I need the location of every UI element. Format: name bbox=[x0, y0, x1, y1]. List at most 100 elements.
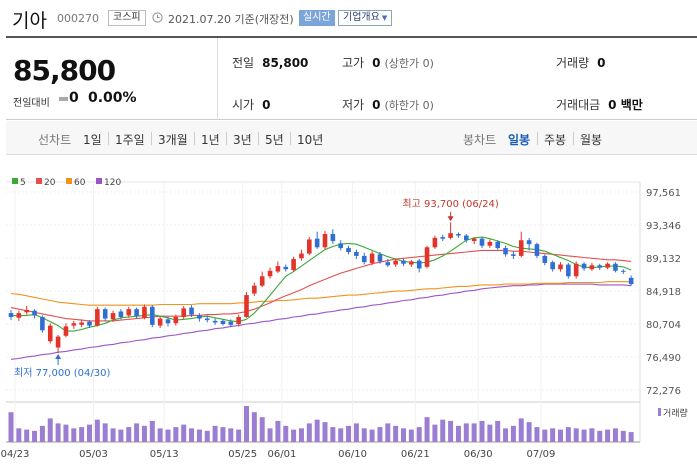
candle bbox=[566, 264, 571, 277]
candle bbox=[126, 309, 132, 316]
tab-1w[interactable]: 1주일 bbox=[115, 133, 145, 147]
candle bbox=[369, 253, 375, 263]
stock-name[interactable]: 기아 bbox=[12, 10, 47, 32]
candle bbox=[432, 237, 438, 248]
volume-bar bbox=[306, 423, 312, 442]
volume-bar bbox=[220, 427, 226, 442]
candle bbox=[605, 263, 610, 268]
candle bbox=[385, 262, 391, 266]
tab-daily[interactable]: 일봉 bbox=[508, 133, 531, 147]
candle bbox=[330, 233, 336, 242]
volume-bar bbox=[39, 425, 45, 442]
tab-10y[interactable]: 10년 bbox=[297, 133, 324, 147]
ma120-line bbox=[10, 283, 632, 360]
candle bbox=[354, 251, 359, 256]
candle bbox=[487, 241, 493, 246]
volume-bar bbox=[16, 428, 22, 442]
volume-bar bbox=[393, 425, 399, 442]
ma20-line bbox=[10, 249, 632, 322]
price-panel: 85,800 전일대비 0 0.00% 전일 85,800 고가 0 (상한가 0) … bbox=[6, 36, 697, 120]
volume-bar bbox=[204, 430, 210, 442]
legend-label: 120 bbox=[104, 178, 121, 188]
open-price: 시가 0 bbox=[232, 96, 270, 113]
chart-tabs: 선차트 1일 1주일 3개월 1년 3년 5년 10년 봉차트 일봉 주봉 월봉 bbox=[6, 121, 697, 155]
tab-divider bbox=[108, 132, 109, 145]
volume-bar bbox=[440, 419, 446, 442]
volume-bar bbox=[165, 429, 171, 442]
candle bbox=[299, 253, 304, 259]
volume-bar bbox=[283, 425, 289, 442]
volume-bar bbox=[573, 428, 579, 442]
volume-bar bbox=[550, 428, 556, 442]
lower-limit: (하한가 0) bbox=[384, 99, 434, 112]
volume-bar bbox=[94, 419, 100, 442]
volume-bar bbox=[181, 424, 187, 442]
candle bbox=[322, 233, 328, 248]
x-tick-label: 07/09 bbox=[527, 449, 556, 460]
candle bbox=[110, 313, 116, 320]
volume-bar bbox=[55, 423, 61, 442]
volume-bar bbox=[589, 428, 595, 442]
company-overview-dropdown[interactable]: 기업개요 ▼ bbox=[338, 10, 393, 26]
volume-label: 거래량 bbox=[556, 56, 590, 70]
tab-monthly[interactable]: 월봉 bbox=[580, 133, 603, 147]
tab-divider bbox=[226, 132, 227, 145]
legend-swatch bbox=[12, 178, 18, 184]
candle bbox=[495, 241, 500, 249]
candle bbox=[189, 307, 194, 315]
volume-bar bbox=[126, 427, 132, 442]
candle bbox=[511, 254, 516, 256]
tab-3y[interactable]: 3년 bbox=[233, 133, 252, 147]
candle bbox=[518, 240, 524, 256]
tab-5y[interactable]: 5년 bbox=[265, 133, 284, 147]
volume-bar bbox=[134, 423, 140, 442]
candle bbox=[165, 319, 171, 324]
max-price-annotation: 최고 93,700 (06/24) bbox=[402, 198, 498, 210]
candle bbox=[150, 306, 155, 325]
candle bbox=[628, 277, 634, 285]
volume-bar bbox=[212, 425, 218, 442]
unchanged-icon bbox=[59, 97, 68, 101]
prev-close: 전일 85,800 bbox=[232, 54, 308, 71]
volume-bar bbox=[149, 420, 155, 442]
volume-bar bbox=[157, 428, 163, 442]
candle bbox=[244, 295, 249, 317]
candle bbox=[291, 259, 296, 271]
candle bbox=[542, 255, 548, 263]
volume-bar bbox=[353, 423, 359, 442]
tab-1y[interactable]: 1년 bbox=[201, 133, 220, 147]
tab-3m[interactable]: 3개월 bbox=[158, 133, 188, 147]
volume-bar bbox=[32, 430, 38, 442]
volume-bar bbox=[228, 428, 234, 442]
candle bbox=[71, 323, 77, 326]
candle bbox=[102, 309, 108, 319]
candlestick-chart[interactable]: 97,561 93,346 89,132 84,918 80,704 76,490 72,2… bbox=[0, 170, 697, 465]
volume-bar bbox=[298, 428, 304, 442]
chevron-down-icon: ▼ bbox=[381, 14, 388, 22]
tab-divider bbox=[290, 132, 291, 145]
x-tick-label: 06/30 bbox=[464, 449, 493, 460]
volume-bar bbox=[471, 423, 477, 442]
tab-weekly[interactable]: 주봉 bbox=[544, 133, 567, 147]
candle bbox=[314, 238, 320, 248]
trade-amount: 거래대금 0 백만 bbox=[556, 96, 643, 113]
realtime-button[interactable]: 실시간 bbox=[299, 10, 335, 26]
legend-swatch bbox=[36, 178, 42, 184]
volume-bar bbox=[479, 420, 485, 442]
volume-bar bbox=[291, 429, 297, 442]
current-price: 85,800 bbox=[13, 54, 116, 87]
volume: 거래량 0 bbox=[556, 54, 605, 71]
candle bbox=[24, 309, 29, 313]
candle bbox=[63, 326, 69, 336]
volume-bar bbox=[63, 424, 69, 442]
volume-bar bbox=[189, 428, 195, 442]
candle bbox=[212, 320, 218, 323]
volume-bar bbox=[8, 412, 14, 442]
legend-swatch bbox=[96, 178, 102, 184]
ma60-line bbox=[10, 281, 632, 306]
volume-bar bbox=[432, 424, 438, 442]
tab-1d[interactable]: 1일 bbox=[83, 133, 102, 147]
volume-bar bbox=[620, 430, 626, 442]
volume-bar bbox=[361, 428, 367, 442]
